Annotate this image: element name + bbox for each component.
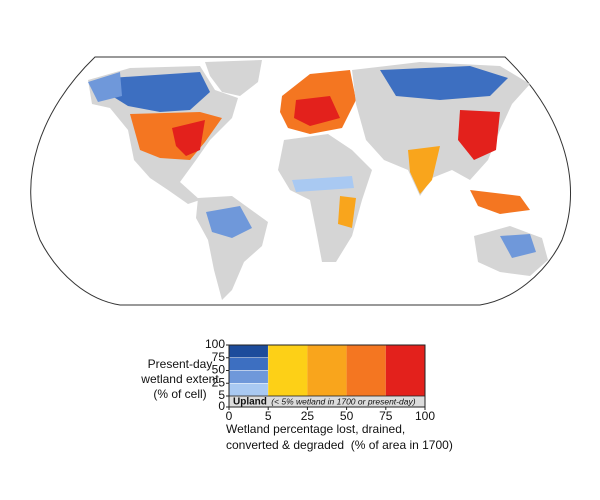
siberia-wetland <box>380 66 508 100</box>
legend-x-label: Wetland percentage lost, drained, <box>226 422 405 436</box>
legend-frame <box>228 344 426 408</box>
y-tick-label: 50 <box>212 363 226 377</box>
legend: Present-day wetland extent (% of cell) W… <box>140 337 453 452</box>
us-east-loss <box>172 120 205 156</box>
australia-wetland <box>500 234 536 258</box>
world-map <box>30 56 572 306</box>
loss-swatch <box>307 345 347 396</box>
extent-swatch <box>228 357 269 371</box>
y-tick-label: 5 <box>218 388 225 402</box>
y-tick-label: 75 <box>212 350 226 364</box>
legend-y-label: (% of cell) <box>153 387 206 401</box>
india-loss <box>408 146 440 194</box>
extent-swatch <box>228 383 269 397</box>
x-tick-label: 75 <box>379 409 393 423</box>
southeast-asia <box>470 190 530 214</box>
x-tick-label: 0 <box>226 409 233 423</box>
china-loss <box>458 110 500 160</box>
extent-swatch <box>228 344 269 358</box>
loss-swatch <box>346 345 386 396</box>
legend-y-label: Present-day <box>148 357 213 371</box>
canada-wetland <box>110 72 210 112</box>
upland-label: Upland <box>233 397 267 408</box>
x-tick-label: 5 <box>265 409 272 423</box>
y-tick-label: 25 <box>212 375 226 389</box>
east-africa-loss <box>338 196 356 228</box>
extent-swatch <box>228 370 269 384</box>
loss-swatch <box>385 345 425 396</box>
x-tick-label: 100 <box>415 409 435 423</box>
y-tick-label: 100 <box>205 337 225 351</box>
upland-note: (< 5% wetland in 1700 or present-day) <box>271 396 416 406</box>
x-tick-label: 50 <box>340 409 354 423</box>
greenland <box>205 60 262 96</box>
africa <box>278 134 372 262</box>
europe-loss <box>294 96 340 126</box>
amazon-wetland <box>206 206 252 238</box>
x-tick-label: 25 <box>301 409 315 423</box>
alaska-wetland <box>88 72 122 102</box>
legend-x-label: converted & degraded (% of area in 1700) <box>226 438 453 452</box>
loss-swatch <box>268 345 308 396</box>
sahel-wetland <box>292 176 354 192</box>
y-tick-label: 0 <box>218 399 225 413</box>
legend-y-label: wetland extent <box>140 372 219 386</box>
